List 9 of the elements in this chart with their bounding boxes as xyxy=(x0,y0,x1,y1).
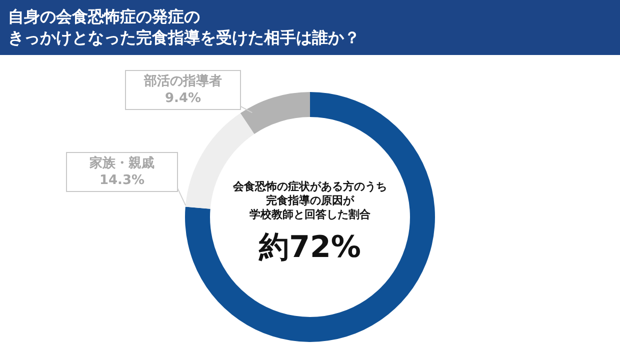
chart-title: 自身の会食恐怖症の発症のきっかけとなった完食指導を受けた相手は誰か？ xyxy=(8,6,361,48)
data-label: 9.4% xyxy=(164,90,202,107)
text: 約72% xyxy=(258,230,362,266)
data-label: 14.3% xyxy=(98,172,146,189)
text: 完食指導の原因が xyxy=(265,194,356,208)
slice-label: 部活の指導者 xyxy=(142,73,223,90)
text: 会食恐怖の症状がある方のうち xyxy=(232,180,388,194)
text: 学校教師と回答した割合 xyxy=(248,208,372,222)
slice-label: 家族・親戚 xyxy=(88,155,156,172)
